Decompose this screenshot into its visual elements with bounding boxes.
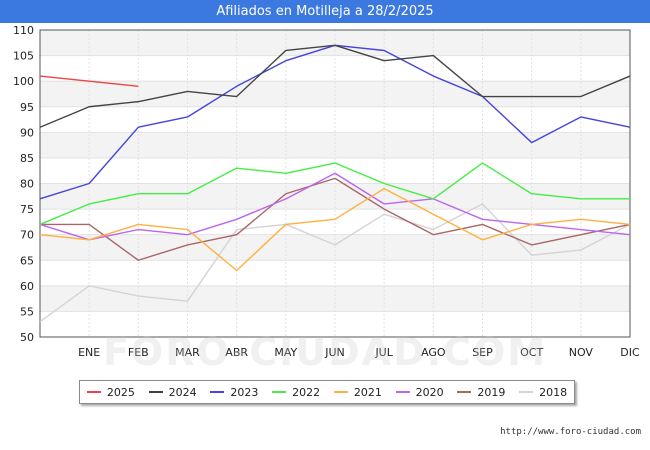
x-tick-label: AGO (421, 346, 446, 359)
y-tick-label: 100 (13, 75, 34, 88)
legend-item-2018: 2018 (519, 386, 567, 399)
plot-border (39, 29, 631, 338)
x-tick-label: FEB (128, 346, 149, 359)
legend-label: 2024 (168, 385, 197, 399)
x-tick-label: ENE (78, 346, 100, 359)
legend-swatch (395, 391, 410, 393)
watermark: FORO-CIUDAD.COM (102, 330, 548, 374)
legend-label: 2019 (477, 385, 506, 399)
legend-swatch (519, 391, 534, 393)
x-tick-label: ABR (225, 346, 248, 359)
y-tick-label: 95 (20, 101, 34, 114)
legend-item-2021: 2021 (333, 385, 382, 399)
legend-item-2024: 2024 (148, 385, 197, 399)
grid-band (40, 132, 630, 158)
x-tick-label: OCT (520, 346, 543, 359)
y-tick-label: 50 (20, 331, 34, 344)
x-tick-label: DIC (620, 346, 640, 359)
x-tick-label: NOV (569, 346, 594, 359)
series-line-2024 (39, 44, 631, 128)
series-line-2025 (39, 75, 139, 87)
y-tick-label: 80 (20, 178, 34, 191)
y-tick-label: 65 (20, 254, 34, 267)
y-tick-label: 55 (20, 305, 34, 318)
x-tick-label: JUL (374, 346, 393, 359)
x-tick-label: SEP (472, 346, 493, 359)
legend-label: 2018 (539, 385, 568, 399)
legend-swatch (86, 391, 101, 393)
legend-label: 2022 (292, 385, 321, 399)
legend-label: 2021 (353, 385, 382, 399)
y-tick-label: 110 (13, 24, 34, 37)
y-tick-label: 75 (20, 203, 34, 216)
legend-label: 2025 (106, 385, 135, 399)
series-line-2019 (40, 177, 631, 261)
x-tick-label: MAR (175, 346, 200, 359)
legend-label: 2020 (415, 385, 444, 399)
series-line-2018 (39, 203, 631, 323)
legend-item-2025: 2025 (86, 385, 135, 399)
source-url: http://www.foro-ciudad.com (500, 427, 641, 437)
legend-swatch (272, 391, 287, 393)
y-tick-label: 105 (13, 50, 34, 63)
chart-legend: 2025 2024 2023 2022 2021 2020 2019 2018 (79, 380, 575, 404)
legend-swatch (148, 391, 163, 393)
y-tick-label: 60 (20, 280, 34, 293)
legend-label: 2023 (230, 385, 259, 399)
series-line-2021 (39, 187, 631, 272)
legend-item-2020: 2020 (395, 385, 444, 399)
legend-swatch (333, 391, 348, 393)
line-chart: 50 55 60 65 70 75 80 85 90 95 100 105 110 ENE FEB MAR AB… (13, 24, 640, 359)
legend-item-2023: 2023 (210, 386, 258, 399)
legend-swatch (457, 391, 472, 393)
y-tick-label: 70 (20, 229, 34, 242)
legend-item-2022: 2022 (272, 386, 320, 399)
legend-item-2019: 2019 (457, 386, 505, 399)
x-tick-label: MAY (274, 346, 297, 359)
x-tick-label: JUN (324, 346, 345, 359)
legend-swatch (210, 391, 225, 393)
y-tick-label: 90 (20, 126, 34, 139)
y-tick-label: 85 (20, 152, 34, 165)
chart-title: Afiliados en Motilleja a 28/2/2025 (0, 0, 650, 23)
series-line-2022 (39, 162, 630, 226)
